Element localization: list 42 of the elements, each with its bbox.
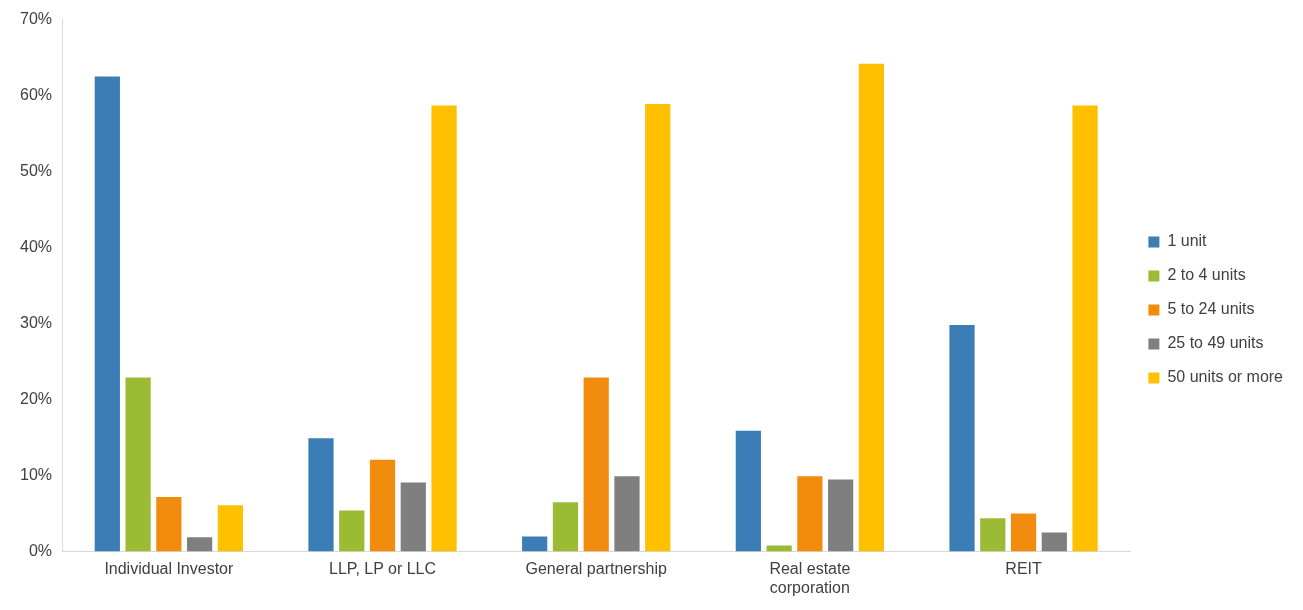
bar bbox=[187, 537, 213, 552]
bar bbox=[980, 518, 1006, 552]
bar bbox=[797, 476, 823, 552]
x-tick-label: Real estate corporation bbox=[769, 559, 851, 596]
bar bbox=[217, 505, 244, 552]
bar bbox=[828, 479, 854, 552]
legend-label: 5 to 24 units bbox=[1167, 300, 1255, 318]
legend-label: 2 to 4 units bbox=[1167, 266, 1246, 284]
bar bbox=[431, 105, 457, 552]
bar bbox=[94, 76, 120, 552]
bar bbox=[400, 482, 426, 552]
y-tick-label: 0% bbox=[28, 542, 53, 560]
bar bbox=[1072, 105, 1098, 552]
y-tick-label: 50% bbox=[19, 162, 53, 180]
x-tick-label: LLP, LP or LLC bbox=[329, 559, 437, 577]
y-tick-label: 30% bbox=[19, 314, 53, 332]
bar bbox=[614, 476, 640, 552]
bar bbox=[552, 502, 579, 552]
bar bbox=[369, 459, 396, 552]
bar bbox=[1010, 513, 1037, 552]
legend-label: 1 unit bbox=[1167, 232, 1208, 250]
bar bbox=[583, 377, 609, 552]
bar bbox=[949, 325, 975, 552]
x-tick-label: General partnership bbox=[525, 559, 668, 577]
bar bbox=[1041, 532, 1067, 552]
bar bbox=[308, 438, 334, 552]
legend-label: 25 to 49 units bbox=[1167, 334, 1264, 352]
bar bbox=[522, 536, 548, 552]
y-tick-label: 60% bbox=[19, 86, 53, 104]
x-tick-label: REIT bbox=[1005, 559, 1042, 577]
y-tick-label: 10% bbox=[19, 466, 53, 484]
bar bbox=[339, 510, 365, 552]
y-tick-label: 20% bbox=[19, 390, 53, 408]
bar bbox=[125, 377, 151, 552]
bar bbox=[858, 63, 885, 552]
y-tick-label: 70% bbox=[19, 10, 53, 28]
bar bbox=[735, 430, 761, 552]
bar bbox=[156, 496, 182, 552]
y-tick-label: 40% bbox=[19, 238, 53, 256]
bar bbox=[645, 103, 671, 552]
x-tick-label: Individual Investor bbox=[104, 559, 235, 577]
legend-label: 50 units or more bbox=[1167, 368, 1284, 386]
